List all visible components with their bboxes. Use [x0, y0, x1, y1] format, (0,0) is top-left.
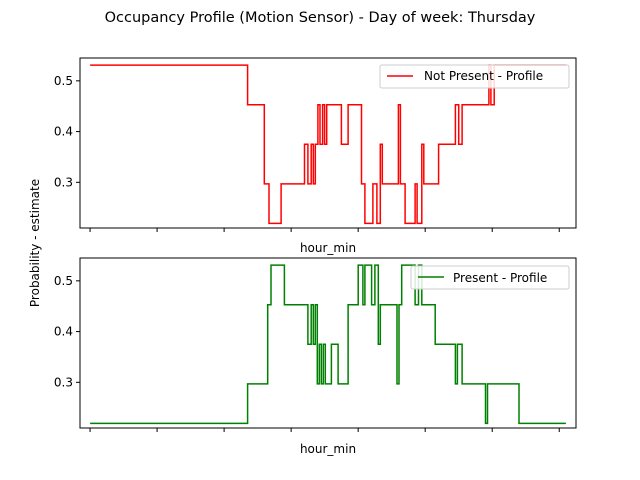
series-line-not-present — [90, 64, 566, 225]
top-subplot: 0.3 0.4 0.5 hour_min Not Present - Profile — [54, 57, 577, 255]
bottom-legend-box — [410, 265, 570, 290]
bottom-legend: Present - Profile — [410, 265, 570, 290]
bottom-legend-label: Present - Profile — [453, 271, 547, 285]
top-legend-box — [379, 64, 570, 89]
top-plot-frame — [79, 57, 577, 229]
bottom-x-ticks — [89, 428, 560, 432]
y-tick-label: 0.4 — [54, 325, 73, 339]
bottom-plot-frame — [79, 257, 577, 429]
top-legend-label: Not Present - Profile — [424, 69, 543, 83]
top-legend: Not Present - Profile — [379, 64, 570, 89]
bottom-subplot: 0.3 0.4 0.5 hour_min Present - Profile — [54, 257, 577, 456]
top-y-ticks: 0.3 0.4 0.5 — [54, 74, 80, 189]
y-tick-label: 0.5 — [54, 74, 73, 88]
y-tick-label: 0.5 — [54, 274, 73, 288]
y-tick-label: 0.3 — [54, 375, 73, 389]
y-axis-label: Probability - estimate — [28, 179, 42, 307]
figure-title: Occupancy Profile (Motion Sensor) - Day … — [105, 10, 536, 26]
bottom-y-ticks: 0.3 0.4 0.5 — [54, 274, 80, 389]
y-tick-label: 0.3 — [54, 175, 73, 189]
series-line-present — [90, 264, 566, 425]
top-x-axis-label: hour_min — [300, 241, 356, 255]
y-tick-label: 0.4 — [54, 125, 73, 139]
bottom-x-axis-label: hour_min — [300, 442, 356, 456]
top-x-ticks — [89, 228, 560, 232]
